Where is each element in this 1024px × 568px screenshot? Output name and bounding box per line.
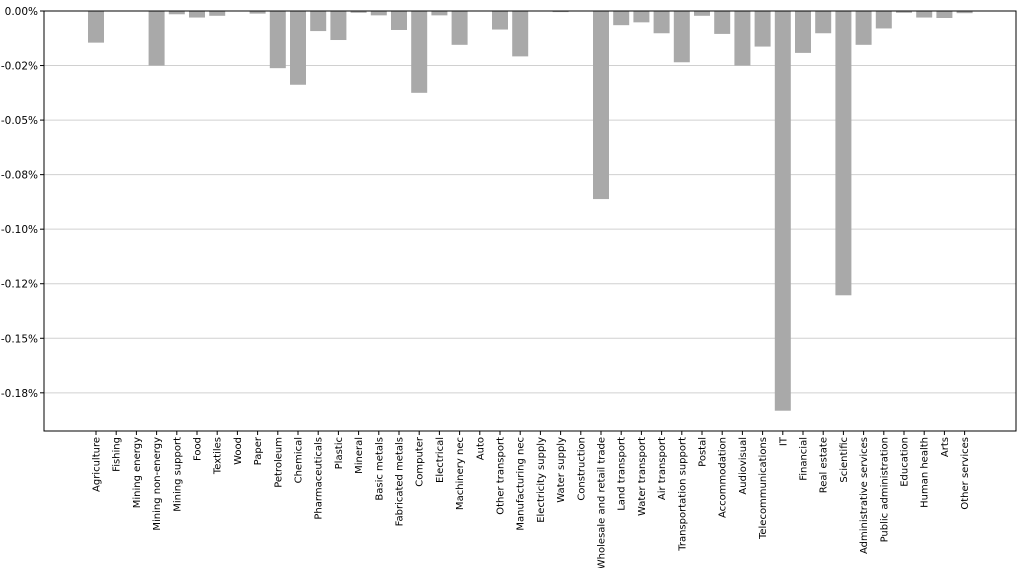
bar: [633, 11, 650, 23]
x-tick-label: Audiovisual: [738, 437, 749, 495]
x-tick-label: Postal: [698, 437, 709, 467]
y-tick-label: -0.05%: [1, 115, 38, 127]
bar: [431, 11, 448, 16]
bar: [209, 11, 226, 16]
x-tick-label: Construction: [576, 437, 587, 501]
x-tick-label: Mining energy: [132, 437, 143, 508]
bar: [653, 11, 670, 34]
x-tick-label: Land transport: [617, 437, 628, 511]
x-tick-label: Telecommunications: [758, 437, 769, 540]
y-tick-label: -0.02%: [1, 61, 38, 73]
x-tick-label: Basic metals: [374, 437, 385, 501]
bar: [835, 11, 852, 296]
bar: [673, 11, 690, 63]
x-tick-label: Pharmaceuticals: [314, 437, 325, 520]
bar: [552, 11, 569, 13]
bar: [290, 11, 306, 85]
bar: [411, 11, 428, 93]
y-axis-ticks: 0.00% -0.02% -0.05% -0.08% -0.10% -0.12% -0.15…: [1, 6, 44, 400]
bar: [694, 11, 710, 16]
x-tick-label: IT: [778, 436, 789, 446]
x-axis-ticks: Agriculture Fishing Mining energy Mining no…: [92, 431, 971, 568]
bar: [88, 11, 104, 43]
x-tick-label: Fishing: [112, 437, 123, 472]
bar: [916, 11, 933, 18]
bar: [734, 11, 751, 66]
x-tick-label: Electrical: [435, 437, 446, 483]
x-tick-label: Financial: [799, 437, 810, 481]
gridlines: [44, 10, 1016, 394]
x-tick-label: Computer: [415, 436, 426, 487]
x-tick-label: Paper: [253, 436, 264, 465]
x-tick-label: Agriculture: [92, 437, 103, 492]
y-tick-label: -0.18%: [1, 388, 38, 400]
bar: [896, 11, 912, 13]
x-tick-label: Arts: [940, 437, 951, 457]
x-tick-label: Petroleum: [273, 437, 284, 488]
bar: [754, 11, 771, 47]
y-tick-label: -0.10%: [1, 224, 38, 236]
bar: [875, 11, 892, 29]
bar: [714, 11, 731, 34]
y-tick-label: 0.00%: [5, 6, 38, 18]
plot-frame: [43, 10, 1017, 432]
bar: [956, 11, 973, 14]
bar: [936, 11, 953, 18]
bar: [512, 11, 529, 57]
x-tick-label: Manufacturing nec: [516, 437, 527, 531]
x-tick-label: Transportation support: [677, 437, 688, 552]
x-tick-label: Other transport: [496, 437, 507, 515]
bar: [330, 11, 347, 41]
y-tick-label: -0.12%: [1, 279, 38, 291]
bar: [613, 11, 630, 26]
bar: [249, 11, 266, 14]
x-tick-label: Real estate: [819, 437, 830, 493]
bar: [269, 11, 286, 69]
y-tick-label: -0.15%: [1, 333, 38, 345]
bar: [451, 11, 468, 45]
x-tick-label: Scientific: [839, 437, 850, 483]
x-tick-label: Water transport: [637, 437, 648, 516]
bar: [593, 11, 609, 200]
bar: [795, 11, 811, 53]
bar: [148, 11, 165, 66]
bar: [168, 11, 185, 15]
bar: [855, 11, 872, 45]
x-tick-label: Other services: [960, 437, 971, 510]
x-tick-label: Education: [900, 437, 911, 487]
x-tick-label: Machinery nec: [455, 437, 466, 510]
axes: [43, 10, 1017, 432]
x-tick-label: Public administration: [879, 437, 890, 542]
x-tick-label: Plastic: [334, 437, 345, 469]
bar: [391, 11, 407, 30]
bars: [88, 11, 973, 411]
bar: [310, 11, 327, 32]
x-tick-label: Chemical: [294, 437, 305, 483]
y-tick-label: -0.08%: [1, 170, 38, 182]
bar: [774, 11, 791, 411]
x-tick-label: Auto: [475, 437, 486, 460]
x-tick-label: Administrative services: [859, 437, 870, 554]
bar: [370, 11, 387, 16]
x-tick-label: Food: [193, 437, 204, 461]
x-tick-label: Wood: [233, 437, 244, 465]
x-tick-label: Electricity supply: [536, 437, 547, 523]
x-tick-label: Water supply: [556, 437, 567, 503]
x-tick-label: Mining non-energy: [152, 437, 163, 531]
bar: [492, 11, 508, 30]
bar: [815, 11, 832, 34]
x-tick-label: Mining support: [172, 437, 183, 512]
bar: [350, 11, 367, 13]
x-tick-label: Wholesale and retail trade: [597, 437, 608, 568]
x-tick-label: Fabricated metals: [395, 437, 406, 526]
x-tick-label: Human health: [920, 437, 931, 508]
x-tick-label: Mineral: [354, 437, 365, 474]
bar: [189, 11, 205, 18]
x-tick-label: Textiles: [213, 437, 224, 475]
x-tick-label: Air transport: [657, 437, 668, 500]
x-tick-label: Accommodation: [718, 437, 729, 518]
